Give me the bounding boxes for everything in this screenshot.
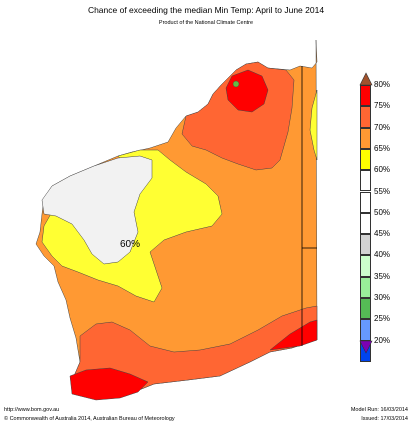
- footer-model-run: Model Run: 16/03/2014: [350, 407, 408, 413]
- legend-label: 35%: [374, 271, 391, 281]
- legend-swatch: [360, 276, 371, 298]
- legend-swatch: [360, 319, 371, 341]
- legend-swatch: [360, 170, 371, 192]
- legend-arrow-top: [359, 72, 373, 86]
- map-title: Chance of exceeding the median Min Temp:…: [87, 5, 325, 15]
- legend-swatch: [360, 255, 371, 277]
- legend-arrow-bottom: [359, 340, 373, 354]
- legend-label: 50%: [374, 207, 391, 217]
- legend-swatch: [360, 191, 371, 213]
- legend-swatch: [360, 106, 371, 128]
- legend-label: 65%: [374, 143, 391, 153]
- legend-swatch: [360, 234, 371, 256]
- legend-label: 45%: [374, 229, 391, 239]
- legend: 80% 75% 70% 65% 60% 55% 50% 45% 40% 35% 30% 25% 20%: [358, 72, 412, 362]
- legend-label: 60%: [374, 165, 391, 175]
- footer-issued: Issued: 17/03/2014: [361, 416, 408, 422]
- band-75-80-north: [225, 69, 269, 113]
- band-45-55-region: [41, 155, 153, 265]
- region-label-60: 60%: [120, 239, 140, 250]
- band-75-80-southeast: [269, 319, 318, 351]
- island: [232, 80, 240, 88]
- legend-swatch: [360, 298, 371, 320]
- legend-label: 30%: [374, 293, 391, 302]
- legend-label: 40%: [374, 250, 391, 260]
- legend-label: 70%: [374, 122, 391, 132]
- legend-label: 75%: [374, 101, 391, 111]
- legend-label: 80%: [374, 80, 391, 89]
- legend-swatch: [360, 127, 371, 149]
- band-75-80-south: [69, 367, 149, 401]
- legend-swatch: [360, 212, 371, 235]
- footer-url[interactable]: http://www.bom.gov.au: [4, 407, 60, 413]
- legend-label: 20%: [374, 335, 391, 345]
- legend-label: 55%: [374, 186, 391, 196]
- band-60-65-east: [309, 89, 318, 161]
- map-subtitle: Product of the National Climate Centre: [158, 20, 254, 26]
- legend-swatch: [360, 148, 371, 171]
- legend-swatch: [360, 85, 371, 107]
- legend-label: 25%: [374, 314, 391, 324]
- footer-copyright: © Commonwealth of Australia 2014, Austra…: [4, 416, 175, 422]
